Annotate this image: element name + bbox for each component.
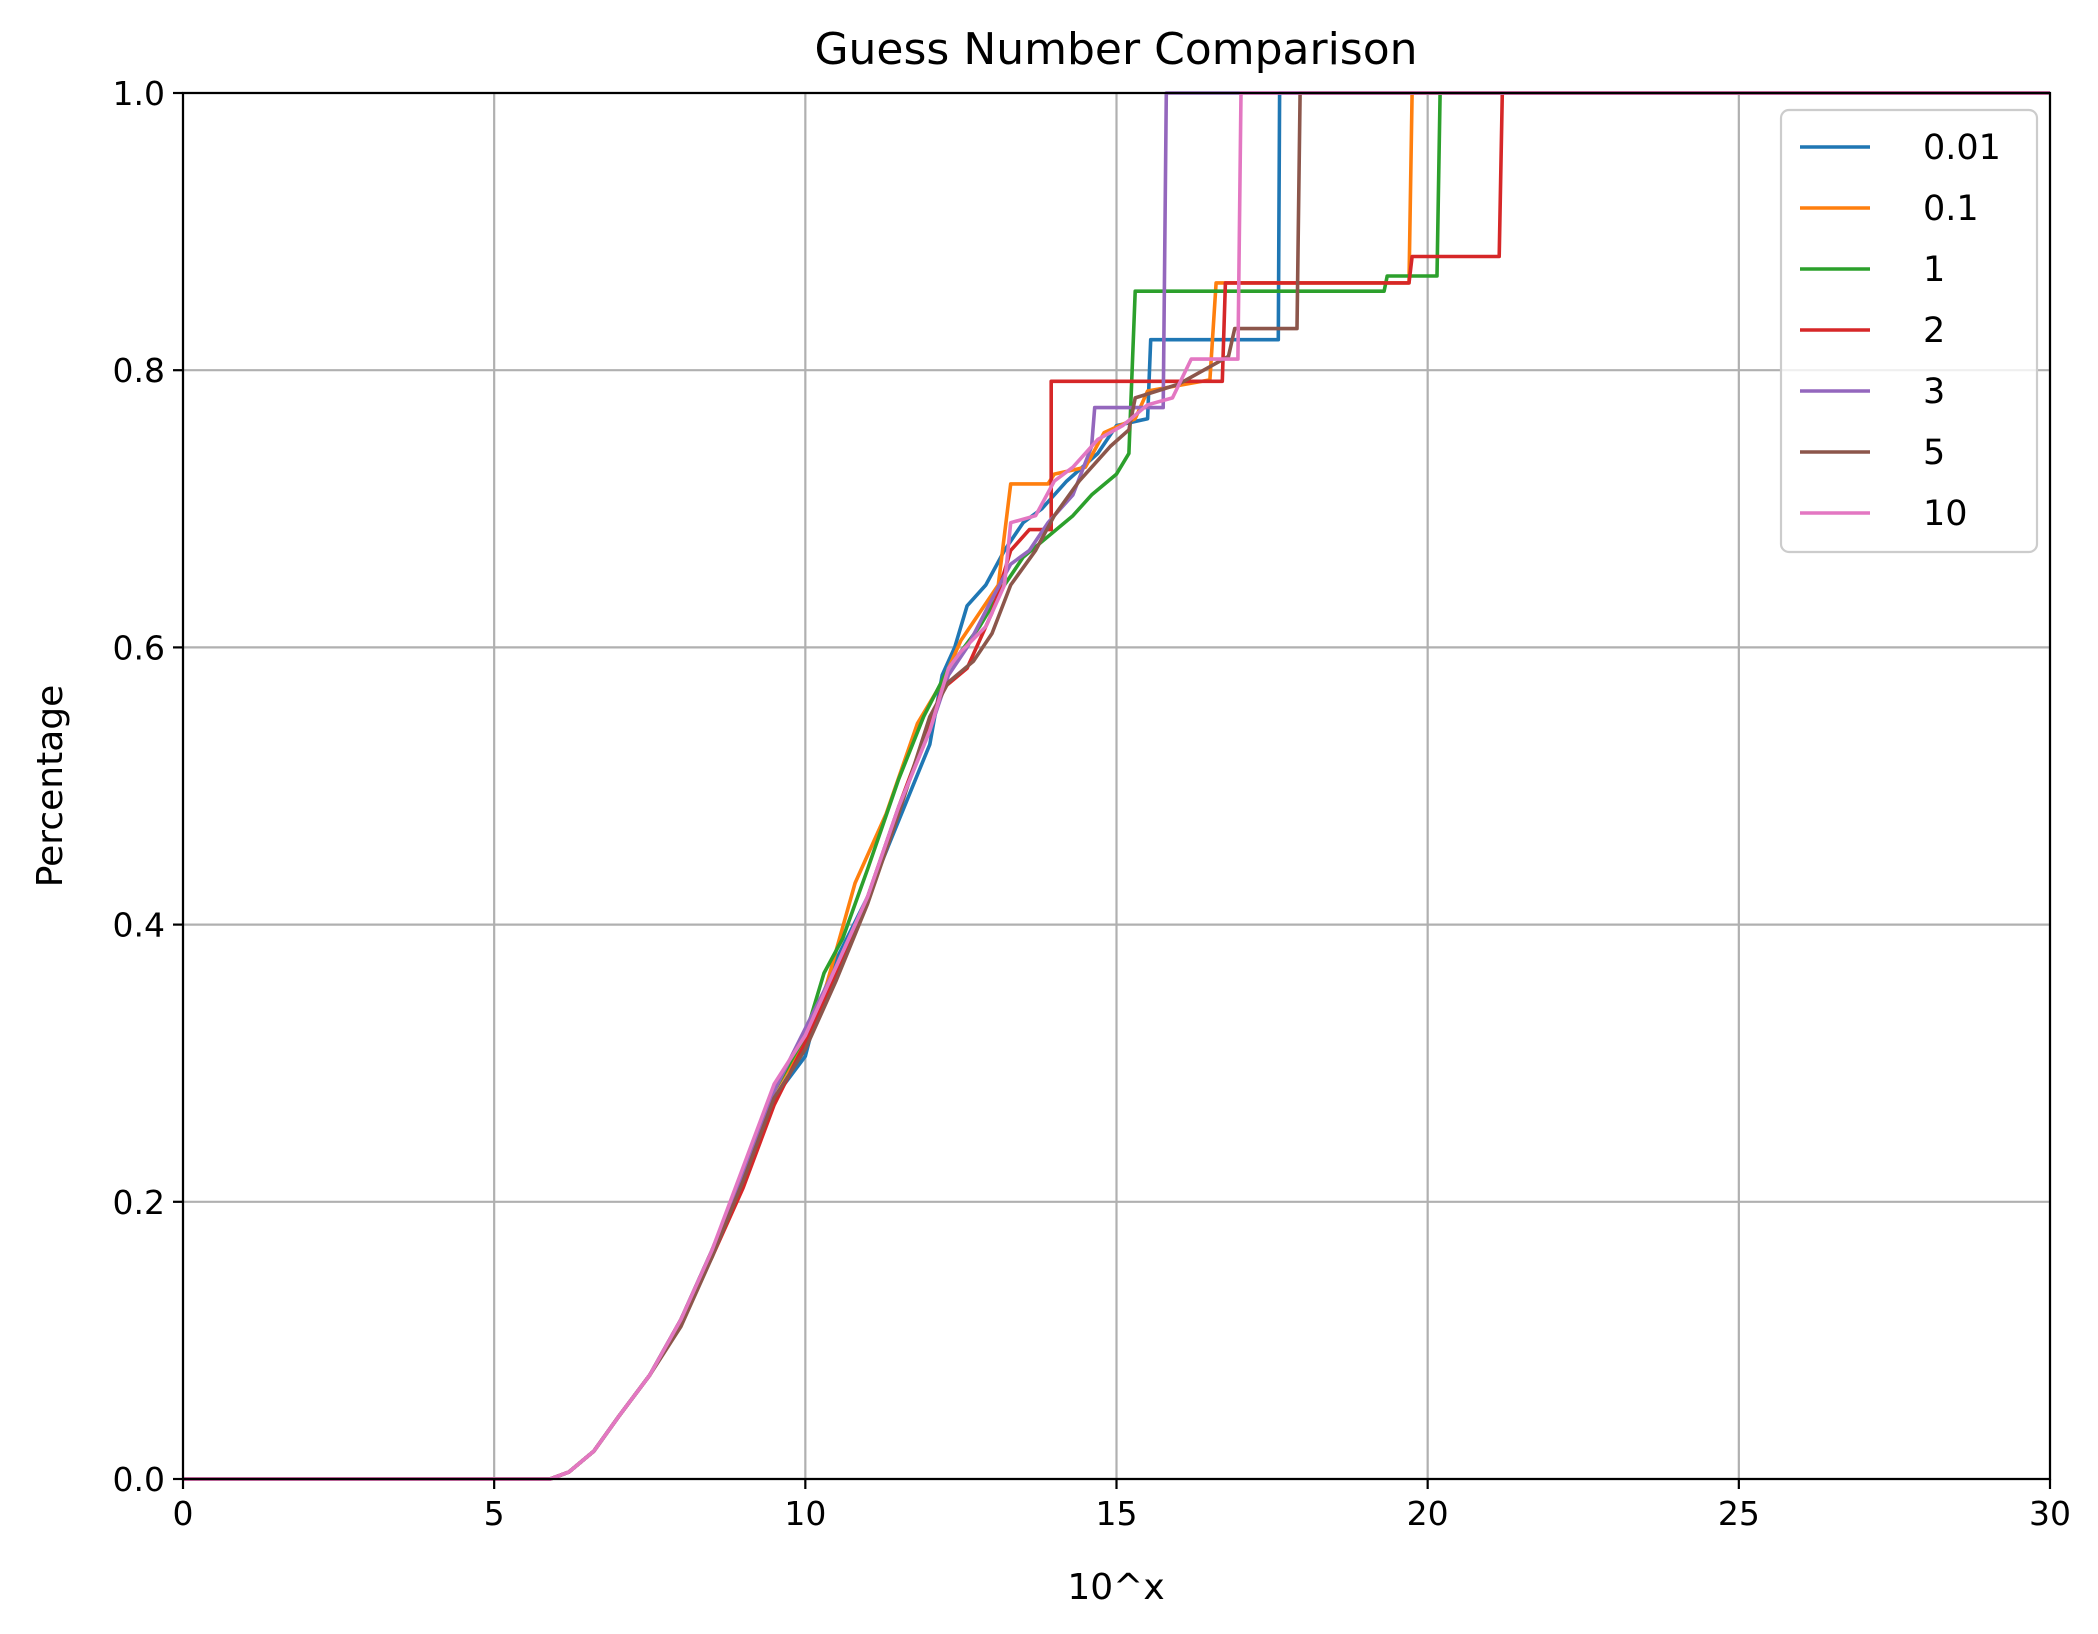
legend-label: 3 bbox=[1923, 372, 1945, 412]
y-axis-label: Percentage bbox=[30, 685, 71, 888]
ticks: 0 5 10 15 20 25 300.00.20.40.60.81.0 bbox=[113, 74, 2071, 1533]
y-tick-label: 1.0 bbox=[113, 74, 165, 113]
x-tick-label: 30 bbox=[2029, 1494, 2071, 1533]
legend: 0.01 0.1 1 2 3 5 10 bbox=[1779, 108, 2039, 554]
x-axis-label: 10^x bbox=[1067, 1567, 1164, 1608]
y-tick-label: 0.4 bbox=[113, 906, 165, 945]
legend-label: 2 bbox=[1923, 311, 1945, 351]
x-tick-label: 5 bbox=[484, 1494, 505, 1533]
legend-label: 1 bbox=[1923, 250, 1945, 290]
x-tick-label: 25 bbox=[1718, 1494, 1760, 1533]
grid bbox=[181, 91, 2052, 1481]
legend-box bbox=[1779, 108, 2039, 554]
x-tick-label: 10 bbox=[784, 1494, 826, 1533]
x-tick-label: 20 bbox=[1407, 1494, 1449, 1533]
y-tick-label: 0.0 bbox=[113, 1460, 165, 1499]
y-tick-label: 0.8 bbox=[113, 351, 165, 390]
x-tick-label: 0 bbox=[173, 1494, 194, 1533]
legend-label: 5 bbox=[1923, 433, 1945, 473]
legend-label: 0.01 bbox=[1923, 128, 2001, 168]
series-line-10 bbox=[183, 91, 2050, 1481]
y-tick-label: 0.6 bbox=[113, 628, 165, 667]
series-group bbox=[183, 91, 2050, 1481]
x-tick-label: 15 bbox=[1096, 1494, 1138, 1533]
legend-label: 0.1 bbox=[1923, 189, 1979, 229]
chart-title: Guess Number Comparison bbox=[814, 24, 1417, 75]
y-tick-label: 0.2 bbox=[113, 1183, 165, 1222]
legend-label: 10 bbox=[1923, 494, 1968, 534]
